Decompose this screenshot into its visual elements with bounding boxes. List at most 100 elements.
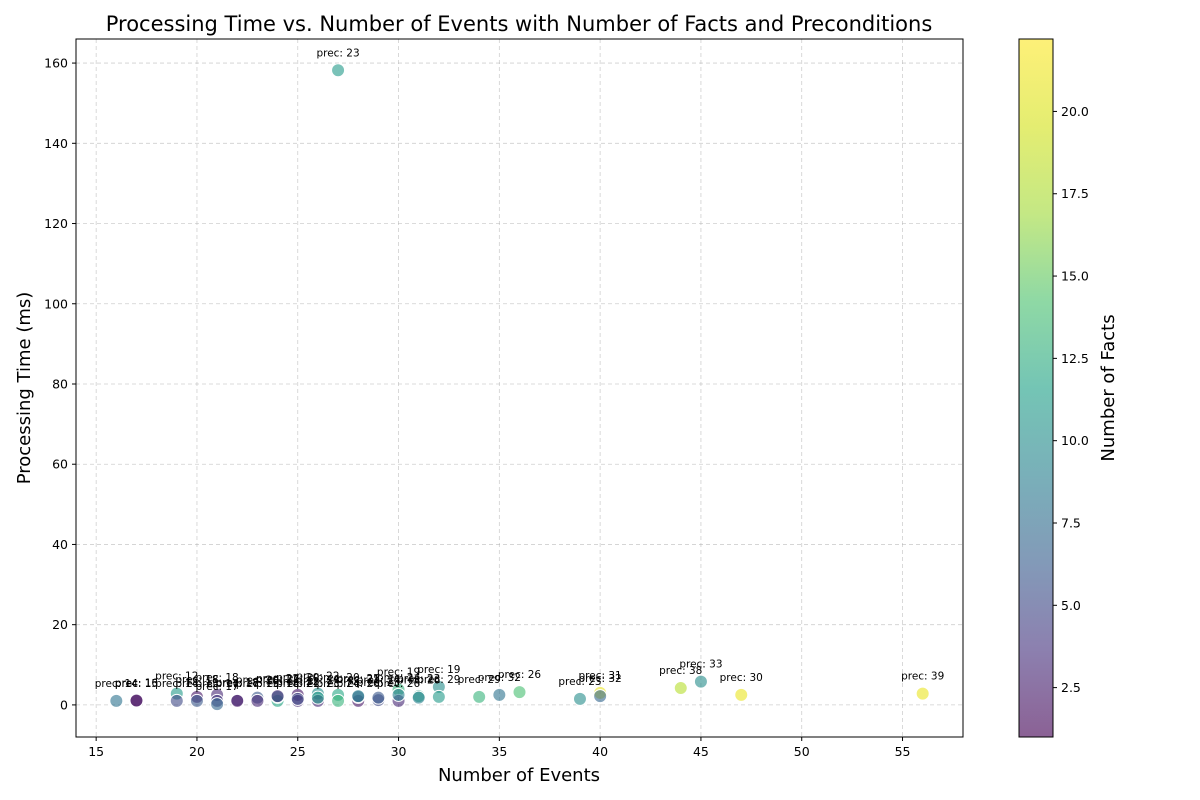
point-label: prec: 18 (175, 674, 218, 686)
point-label: prec: 24 (377, 672, 421, 684)
y-tick-label: 60 (52, 457, 68, 472)
point-label: prec: 21 (337, 674, 380, 686)
colorbar-tick-label: 15.0 (1061, 269, 1089, 284)
x-tick-label: 55 (895, 744, 911, 759)
y-tick-label: 20 (52, 617, 68, 632)
y-tick-label: 120 (44, 216, 68, 231)
data-point (472, 689, 487, 704)
point-label: prec: 19 (377, 667, 420, 679)
point-label: prec: 21 (256, 674, 299, 686)
point-label: prec: 23 (357, 677, 400, 689)
data-point (593, 689, 608, 704)
x-tick-label: 45 (693, 744, 709, 759)
point-label: prec: 20 (316, 672, 359, 684)
x-axis-label: Number of Events (438, 765, 600, 786)
point-label: prec: 31 (579, 670, 622, 682)
colorbar-tick-label: 2.5 (1061, 680, 1081, 695)
point-label: prec: 17 (195, 678, 238, 690)
y-axis-ticks: 0 20 40 60 80 100 120 140 160 (44, 56, 76, 712)
colorbar-tick-label: 10.0 (1061, 433, 1089, 448)
x-axis-ticks: 15 20 25 30 35 40 45 50 55 (88, 737, 910, 759)
point-label: prec: 14 (95, 678, 139, 690)
data-point (411, 690, 426, 705)
data-point (492, 687, 507, 702)
point-label: prec: 29 (458, 674, 501, 686)
point-label: prec: 20 (276, 672, 319, 684)
point-label: prec: 22 (256, 673, 299, 685)
colorbar: 2.5 5.0 7.5 10.0 12.5 15.0 17.5 20.0 Number of … (1018, 38, 1119, 738)
point-label: prec: 26 (377, 678, 421, 690)
point-label: prec: 18 (195, 672, 238, 684)
data-point (673, 681, 688, 696)
x-tick-label: 50 (794, 744, 810, 759)
point-label: prec: 24 (357, 675, 401, 687)
point-label: prec: 17 (216, 678, 259, 690)
point-label: prec: 26 (498, 669, 542, 681)
point-label: prec: 24 (296, 675, 340, 687)
data-point (189, 693, 204, 708)
point-label: prec: 33 (679, 659, 722, 671)
data-point (310, 690, 325, 705)
point-label: prec: 23 (296, 678, 339, 690)
data-point (129, 693, 144, 708)
x-tick-label: 40 (592, 744, 608, 759)
data-point (734, 687, 749, 702)
point-label: prec: 23 (558, 676, 601, 688)
data-point (169, 693, 184, 708)
point-label: prec: 19 (236, 678, 279, 690)
data-point (250, 693, 265, 708)
x-tick-label: 35 (491, 744, 507, 759)
data-point (230, 693, 245, 708)
colorbar-tick-label: 12.5 (1061, 351, 1089, 366)
x-tick-label: 15 (88, 744, 104, 759)
colorbar-frame (1018, 38, 1054, 738)
x-tick-label: 25 (290, 744, 306, 759)
colorbar-gradient (1019, 39, 1053, 737)
y-tick-label: 40 (52, 537, 68, 552)
point-label: prec: 22 (276, 676, 319, 688)
data-point (351, 689, 366, 704)
data-point (431, 689, 446, 704)
data-point (391, 687, 406, 702)
colorbar-label: Number of Facts (1098, 314, 1119, 461)
colorbar-tick-label: 20.0 (1061, 104, 1089, 119)
y-tick-label: 140 (44, 136, 68, 151)
data-point (331, 693, 346, 708)
point-label: prec: 25 (337, 673, 380, 685)
point-label: prec: 39 (901, 671, 944, 683)
colorbar-ticks: 2.5 5.0 7.5 10.0 12.5 15.0 17.5 20.0 (1053, 104, 1089, 695)
data-point (290, 691, 305, 706)
point-label: prec: 18 (216, 677, 259, 689)
y-tick-label: 160 (44, 56, 68, 71)
point-label: prec: 24 (316, 678, 360, 690)
data-point (270, 689, 285, 704)
point-label: prec: 14 (155, 678, 199, 690)
point-label: prec: 21 (276, 678, 319, 690)
point-label: prec: 22 (296, 671, 339, 683)
chart-title: Processing Time vs. Number of Events wit… (106, 12, 933, 36)
colorbar-tick-label: 17.5 (1061, 186, 1089, 201)
point-label: prec: 23 (397, 673, 440, 685)
point-label: prec: 15 (115, 678, 158, 690)
point-label: prec: 15 (175, 678, 218, 690)
point-label: prec: 17 (195, 681, 238, 693)
y-tick-label: 0 (60, 697, 68, 712)
point-label: prec: 19 (417, 664, 460, 676)
data-point (210, 697, 225, 712)
data-point (572, 691, 587, 706)
point-label: prec: 12 (155, 671, 198, 683)
point-label: prec: 30 (720, 672, 763, 684)
point-label: prec: 32 (478, 672, 521, 684)
data-points (109, 63, 930, 712)
point-label: prec: 20 (337, 678, 380, 690)
point-label: prec: 20 (236, 675, 279, 687)
colorbar-tick-label: 7.5 (1061, 515, 1081, 530)
x-tick-label: 30 (391, 744, 407, 759)
y-tick-label: 100 (44, 296, 68, 311)
data-point (109, 693, 124, 708)
y-tick-label: 80 (52, 376, 68, 391)
y-axis-label: Processing Time (ms) (14, 292, 35, 485)
